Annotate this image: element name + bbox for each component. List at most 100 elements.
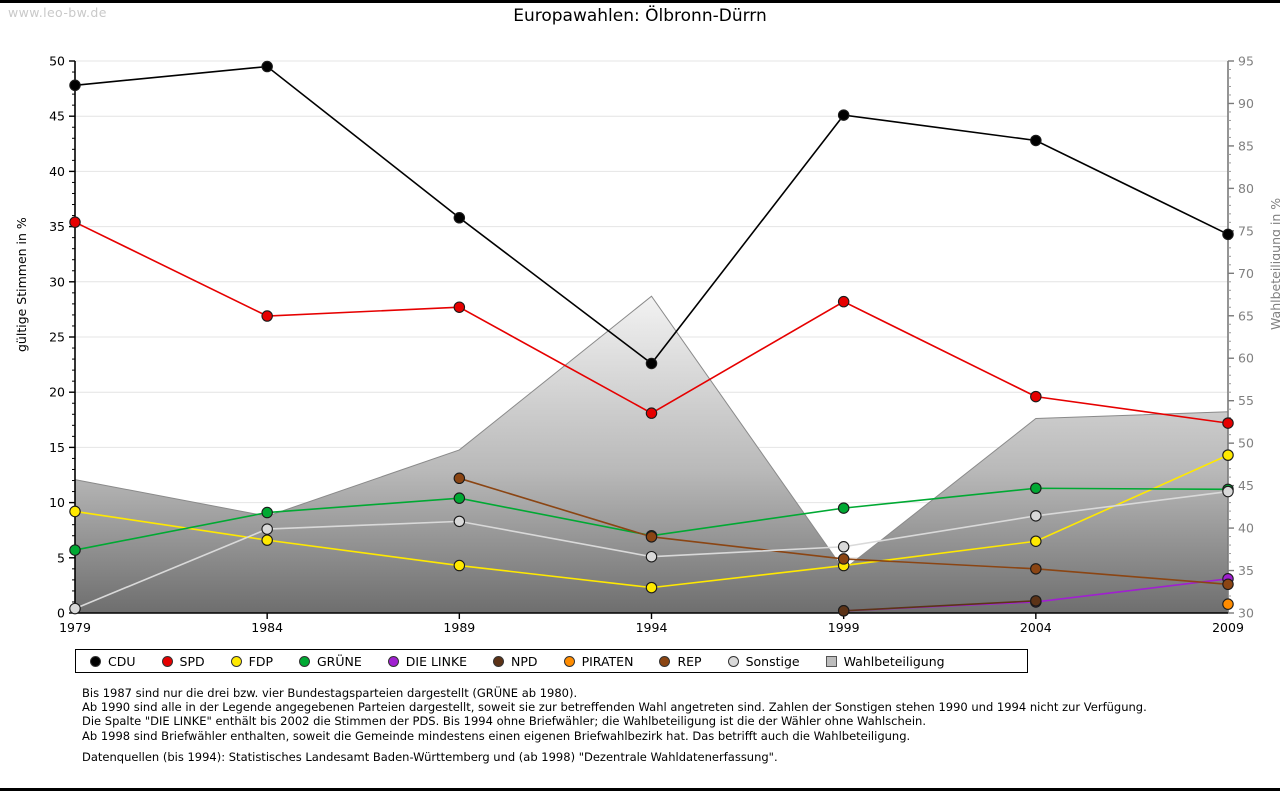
legend-marker-icon	[659, 655, 671, 667]
right-tick-label: 90	[1238, 96, 1254, 111]
datapoint-fdp-1989[interactable]	[453, 559, 466, 572]
right-tick-label: 50	[1238, 436, 1254, 451]
datapoint-spd-1984[interactable]	[261, 310, 273, 322]
left-tick-label: 25	[49, 330, 65, 345]
x-tick-label: 2009	[1212, 620, 1244, 635]
x-tick-label: 1984	[251, 620, 283, 635]
legend-item-label: SPD	[179, 653, 205, 669]
right-tick-label: 60	[1238, 351, 1254, 366]
datapoint-grüne-1984[interactable]	[261, 506, 273, 519]
x-tick-label: 1994	[636, 620, 668, 635]
legend-marker-icon	[161, 655, 173, 667]
data-source-note: Datenquellen (bis 1994): Statistisches L…	[82, 750, 778, 764]
left-tick-label: 40	[49, 164, 65, 179]
legend-item-spd[interactable]: SPD	[148, 650, 217, 672]
datapoint-cdu-1999[interactable]	[837, 109, 850, 121]
left-tick-label: 50	[49, 54, 65, 69]
datapoint-fdp-1994[interactable]	[645, 581, 658, 594]
right-tick-label: 40	[1238, 521, 1254, 536]
datapoint-sonstige-1999[interactable]	[837, 541, 850, 553]
page-title: Europawahlen: Ölbronn-Dürrn	[513, 6, 767, 26]
datapoint-cdu-1979[interactable]	[69, 79, 81, 92]
legend-item-label: NPD	[511, 653, 538, 669]
datapoint-cdu-1989[interactable]	[453, 212, 466, 224]
datapoint-fdp-1984[interactable]	[261, 534, 273, 546]
legend-item-label: GRÜNE	[316, 653, 362, 669]
footnote-line: Ab 1990 sind alle in der Legende angegeb…	[82, 700, 1147, 715]
wahlbeteiligung-area	[74, 295, 1229, 614]
datapoint-rep-2004[interactable]	[1030, 563, 1042, 575]
legend-marker-icon	[387, 655, 399, 667]
right-tick-label: 95	[1238, 54, 1254, 69]
left-tick-label: 15	[49, 440, 65, 455]
datapoint-spd-2009[interactable]	[1222, 417, 1234, 429]
x-tick-label: 1999	[828, 620, 860, 635]
datapoint-cdu-1984[interactable]	[261, 60, 273, 73]
legend-item-cdu[interactable]: CDU	[76, 650, 148, 672]
legend-marker-icon	[825, 655, 837, 667]
right-tick-label: 75	[1238, 223, 1254, 238]
series-line-npd	[843, 600, 1036, 612]
legend-item-label: PIRATEN	[581, 653, 634, 669]
legend-marker-icon	[298, 655, 310, 667]
legend-item-grüne[interactable]: GRÜNE	[285, 650, 374, 672]
datapoint-fdp-2004[interactable]	[1030, 535, 1042, 547]
right-tick-label: 55	[1238, 393, 1254, 408]
footnote-line: Die Spalte "DIE LINKE" enthält bis 2002 …	[82, 714, 926, 729]
datapoint-sonstige-1984[interactable]	[261, 523, 273, 535]
datapoint-spd-1999[interactable]	[837, 295, 850, 308]
left-tick-label: 0	[57, 606, 65, 621]
legend-marker-icon	[563, 655, 575, 667]
footnote-line: Ab 1998 sind Briefwähler enthalten, sowe…	[82, 728, 911, 743]
right-tick-label: 65	[1238, 308, 1254, 323]
legend-item-label: DIE LINKE	[405, 653, 468, 669]
datapoint-sonstige-1994[interactable]	[645, 550, 658, 563]
legend-item-die-linke[interactable]: DIE LINKE	[374, 650, 479, 672]
datapoint-spd-1979[interactable]	[69, 216, 81, 228]
datapoint-sonstige-2004[interactable]	[1030, 510, 1042, 522]
datapoint-spd-1994[interactable]	[645, 407, 658, 419]
datapoint-sonstige-1989[interactable]	[453, 515, 466, 528]
datapoint-fdp-1979[interactable]	[69, 505, 81, 518]
legend-item-label: REP	[677, 653, 702, 669]
datapoint-cdu-1994[interactable]	[645, 357, 658, 370]
datapoint-spd-2004[interactable]	[1030, 390, 1042, 403]
datapoint-cdu-2004[interactable]	[1030, 134, 1042, 147]
legend-item-sonstige[interactable]: Sonstige	[714, 650, 812, 672]
left-tick-label: 5	[57, 550, 65, 565]
watermark: www.leo-bw.de	[8, 5, 107, 20]
datapoint-sonstige-1979[interactable]	[69, 602, 81, 615]
datapoint-rep-2009[interactable]	[1222, 578, 1234, 591]
datapoint-rep-1999[interactable]	[837, 553, 850, 565]
datapoint-cdu-2009[interactable]	[1222, 228, 1234, 241]
legend-item-fdp[interactable]: FDP	[217, 650, 285, 672]
legend-item-piraten[interactable]: PIRATEN	[550, 650, 646, 672]
legend-item-wahlbeteiligung[interactable]: Wahlbeteiligung	[812, 650, 957, 672]
datapoint-sonstige-2009[interactable]	[1222, 485, 1234, 498]
datapoint-rep-1994[interactable]	[645, 531, 658, 543]
datapoint-npd-2004[interactable]	[1030, 595, 1042, 607]
datapoint-npd-1999[interactable]	[837, 605, 850, 617]
datapoint-grüne-2004[interactable]	[1030, 482, 1042, 494]
left-tick-label: 30	[49, 274, 65, 289]
datapoint-grüne-1999[interactable]	[837, 502, 850, 514]
legend-item-rep[interactable]: REP	[645, 650, 713, 672]
datapoint-fdp-2009[interactable]	[1222, 449, 1234, 461]
right-tick-label: 70	[1238, 266, 1254, 281]
legend-item-label: CDU	[108, 653, 136, 669]
footnote-line: Bis 1987 sind nur die drei bzw. vier Bun…	[82, 686, 578, 700]
datapoint-grüne-1989[interactable]	[453, 492, 466, 504]
x-tick-label: 1989	[443, 620, 475, 635]
datapoint-grüne-1979[interactable]	[69, 544, 81, 556]
left-tick-label: 35	[49, 219, 65, 234]
datapoint-piraten-2009[interactable]	[1222, 598, 1234, 610]
legend-marker-icon	[230, 655, 242, 667]
legend-item-label: FDP	[248, 653, 273, 669]
datapoint-rep-1989[interactable]	[453, 472, 466, 485]
datapoint-spd-1989[interactable]	[453, 301, 466, 313]
x-tick-label: 2004	[1020, 620, 1052, 635]
legend-item-npd[interactable]: NPD	[479, 650, 550, 672]
